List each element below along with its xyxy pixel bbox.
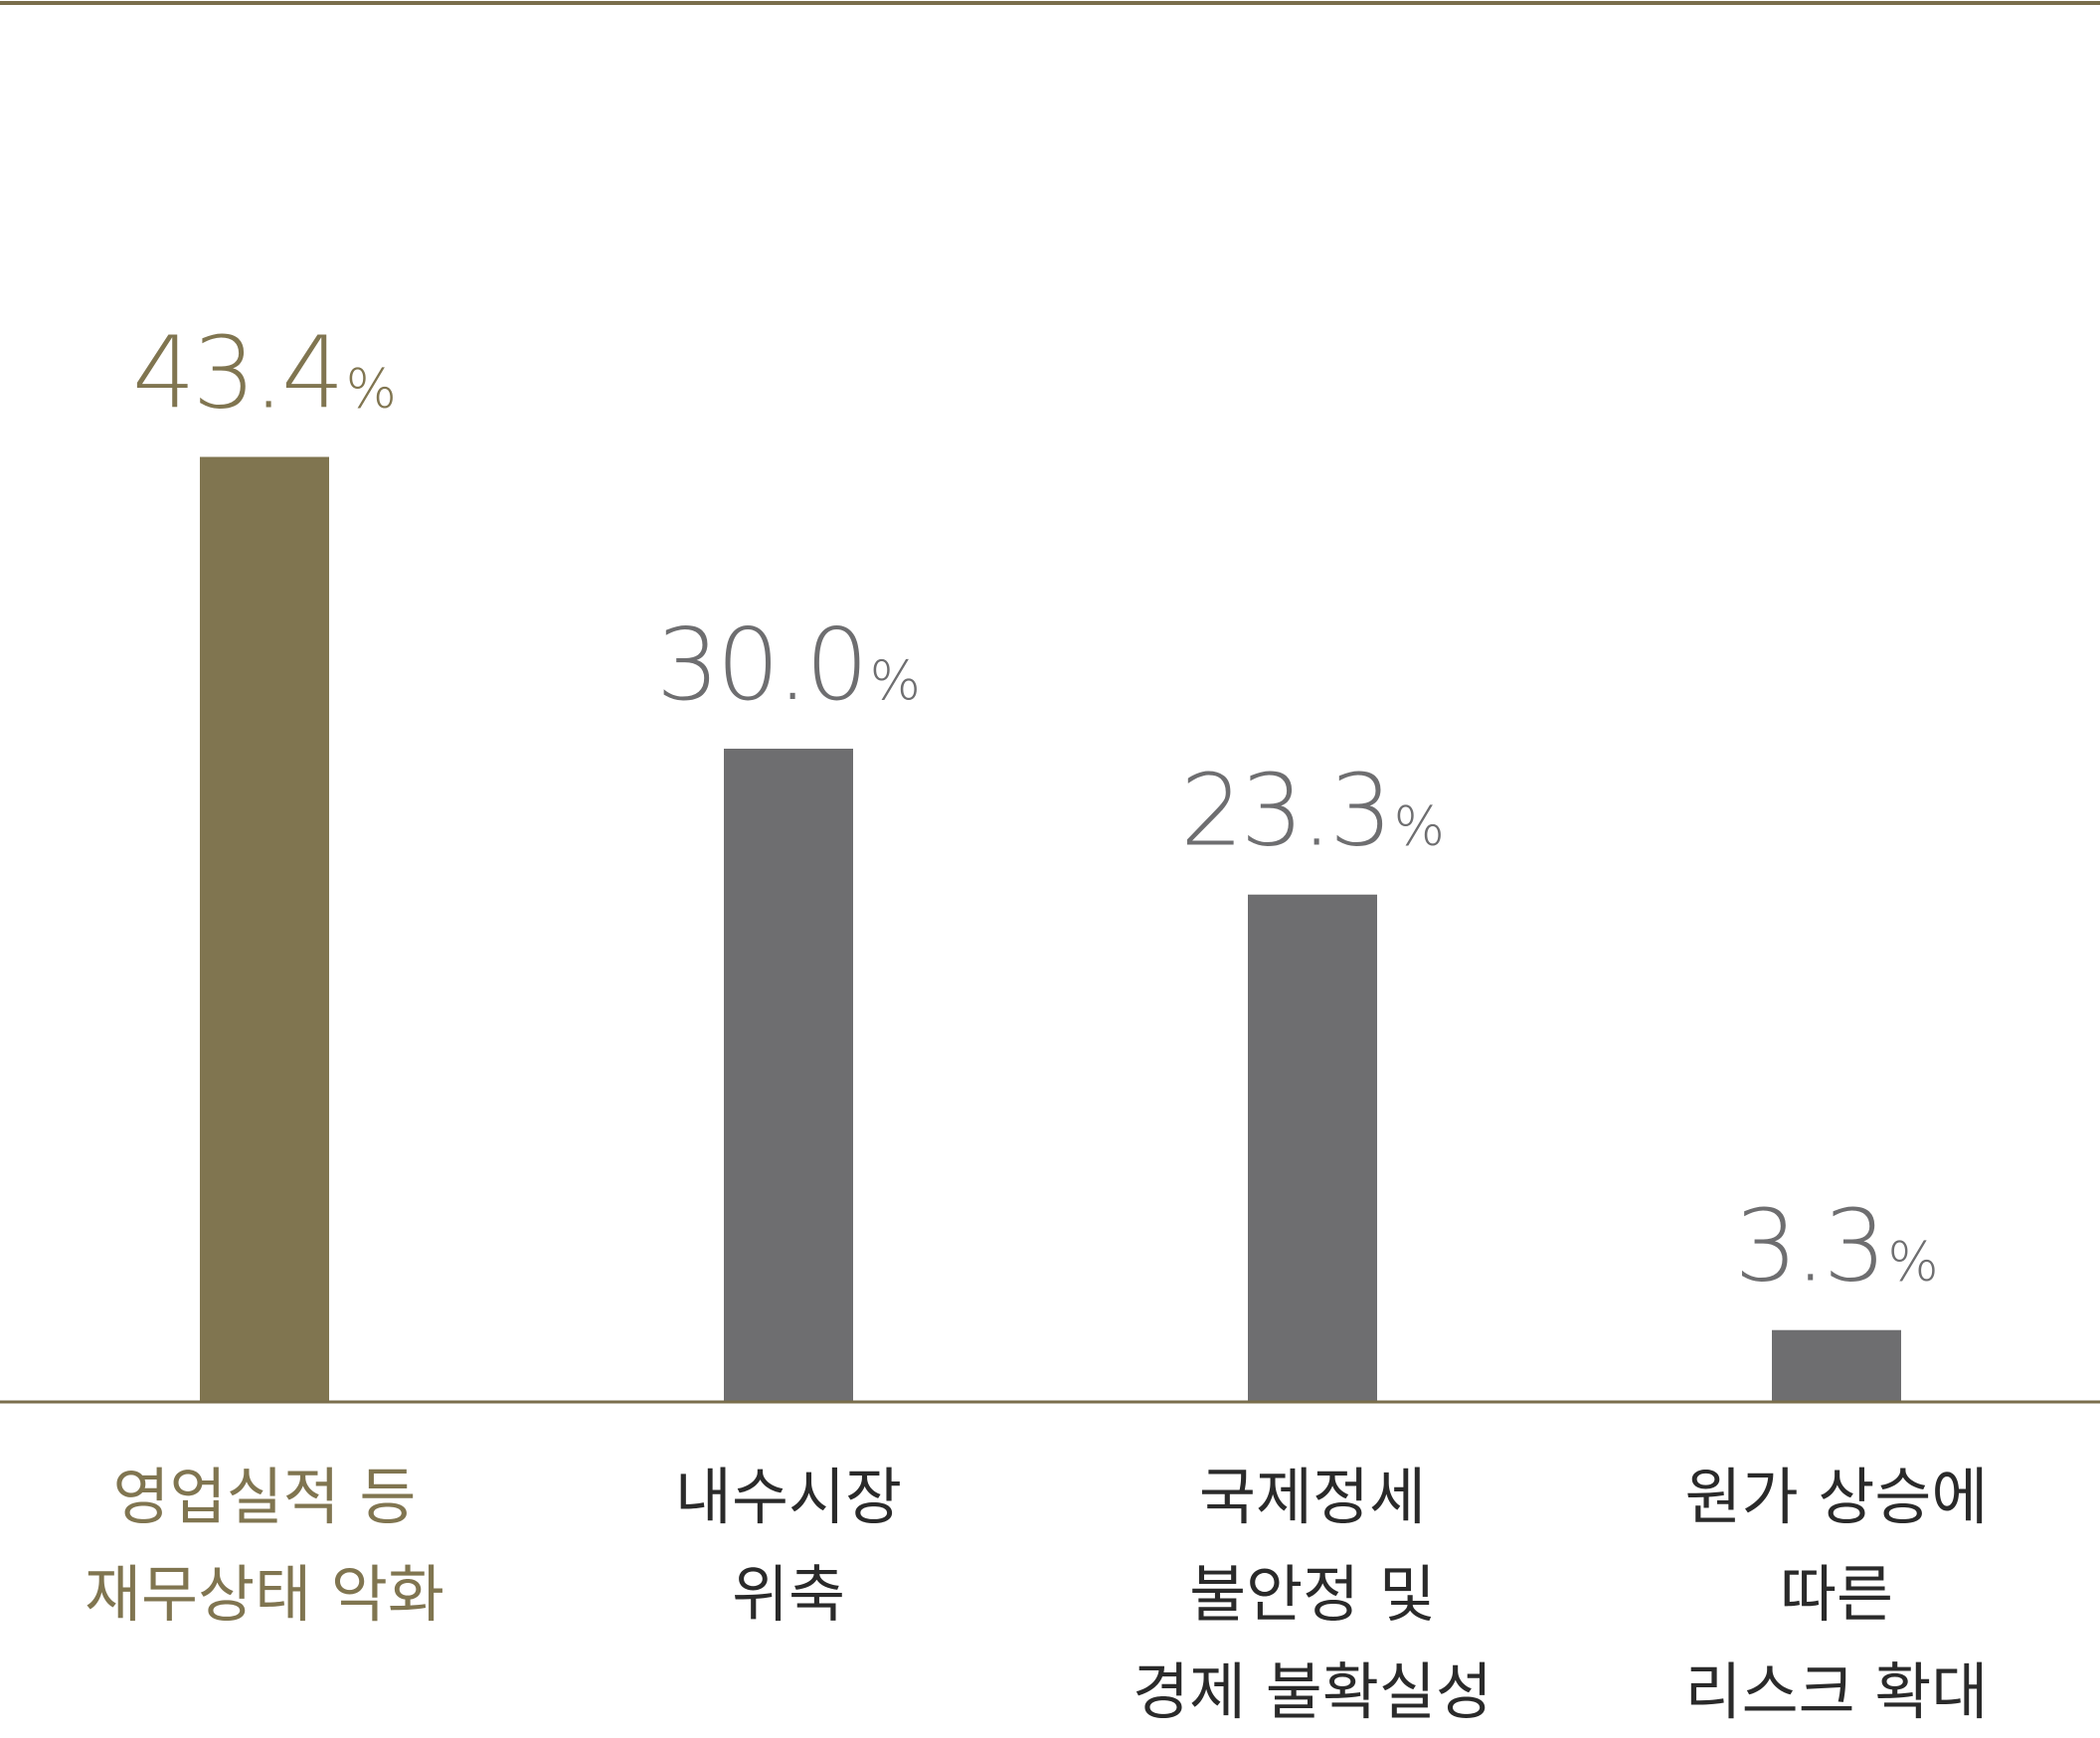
value-label-3: 23.3%	[1180, 753, 1445, 869]
category-label-line: 위축	[732, 1558, 845, 1631]
category-label-line: 국제정세	[1199, 1461, 1426, 1533]
bars-layer	[200, 456, 1901, 1402]
value-unit: %	[346, 358, 397, 421]
value-unit: %	[1394, 795, 1445, 858]
category-label-line: 따른	[1780, 1558, 1893, 1631]
category-label-line: 내수시장	[675, 1461, 902, 1533]
value-unit: %	[870, 649, 921, 712]
category-label-line: 재무상태 악화	[85, 1558, 444, 1631]
value-label-2: 30.0%	[656, 607, 921, 723]
category-label-line: 리스크 확대	[1685, 1655, 1989, 1728]
value-number: 23.3	[1180, 753, 1390, 869]
category-label-line: 원가 상승에	[1685, 1461, 1989, 1533]
value-number: 3.3	[1734, 1188, 1883, 1304]
category-label-line: 경제 불확실성	[1133, 1655, 1492, 1728]
category-label-line: 불안정 및	[1189, 1558, 1436, 1631]
value-label-4: 3.3%	[1734, 1188, 1938, 1304]
value-number: 30.0	[656, 607, 866, 723]
value-number: 43.4	[132, 315, 342, 432]
value-unit: %	[1887, 1231, 1938, 1294]
value-labels-layer: 43.4%30.0%23.3%3.3%	[132, 315, 1939, 1304]
value-label-1: 43.4%	[132, 315, 397, 432]
bar-1	[200, 456, 329, 1402]
bar-3	[1248, 894, 1377, 1402]
category-label-line: 영업실적 등	[113, 1461, 417, 1533]
bar-2	[724, 749, 853, 1402]
bar-4	[1772, 1329, 1901, 1402]
